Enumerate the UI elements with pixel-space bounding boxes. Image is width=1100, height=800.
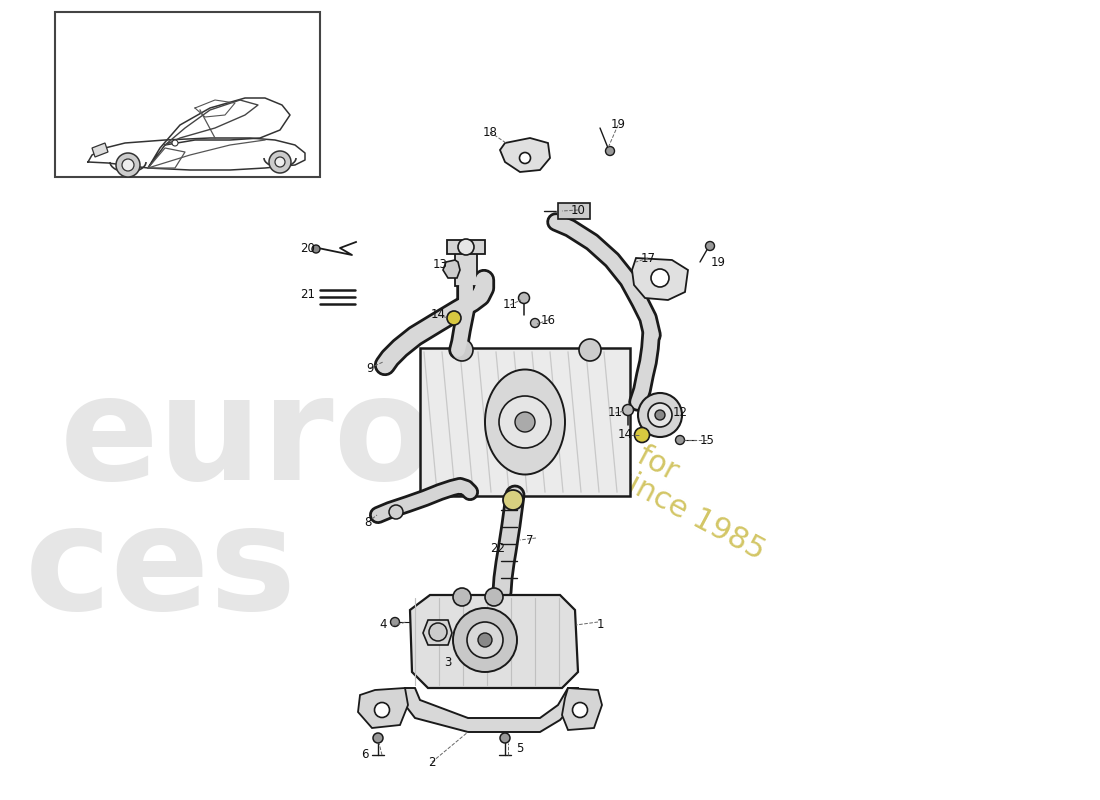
Circle shape bbox=[374, 702, 389, 718]
Circle shape bbox=[654, 410, 666, 420]
Circle shape bbox=[605, 146, 615, 155]
Circle shape bbox=[623, 405, 634, 415]
Text: 5: 5 bbox=[516, 742, 524, 754]
Bar bbox=[558, 203, 590, 219]
Circle shape bbox=[635, 427, 649, 442]
Text: parts since 1985: parts since 1985 bbox=[530, 421, 769, 566]
Text: 17: 17 bbox=[640, 251, 656, 265]
Text: 7: 7 bbox=[526, 534, 534, 546]
Text: 16: 16 bbox=[540, 314, 556, 326]
Circle shape bbox=[519, 153, 530, 163]
Circle shape bbox=[638, 393, 682, 437]
Bar bbox=[55, 12, 320, 177]
Circle shape bbox=[447, 311, 461, 325]
Bar bbox=[447, 240, 485, 254]
Polygon shape bbox=[92, 143, 108, 157]
Polygon shape bbox=[562, 688, 602, 730]
Circle shape bbox=[116, 153, 140, 177]
Bar bbox=[455, 248, 477, 286]
Text: 10: 10 bbox=[571, 203, 585, 217]
Polygon shape bbox=[358, 688, 408, 728]
Text: 15: 15 bbox=[700, 434, 714, 446]
Ellipse shape bbox=[485, 370, 565, 474]
Polygon shape bbox=[500, 138, 550, 172]
Circle shape bbox=[458, 239, 474, 255]
Text: 18: 18 bbox=[483, 126, 497, 138]
Text: 19: 19 bbox=[610, 118, 626, 131]
Circle shape bbox=[122, 159, 134, 171]
Circle shape bbox=[499, 396, 551, 448]
Text: 1: 1 bbox=[596, 618, 604, 631]
Polygon shape bbox=[410, 595, 578, 688]
Circle shape bbox=[675, 435, 684, 445]
Circle shape bbox=[451, 339, 473, 361]
Circle shape bbox=[478, 633, 492, 647]
Circle shape bbox=[429, 623, 447, 641]
Text: euro: euro bbox=[60, 370, 434, 510]
Circle shape bbox=[579, 339, 601, 361]
Circle shape bbox=[651, 269, 669, 287]
Text: 9: 9 bbox=[366, 362, 374, 374]
Circle shape bbox=[518, 293, 529, 303]
Circle shape bbox=[648, 403, 672, 427]
Text: 12: 12 bbox=[672, 406, 688, 419]
Text: 21: 21 bbox=[300, 289, 316, 302]
Text: 3: 3 bbox=[444, 655, 452, 669]
Text: 6: 6 bbox=[361, 749, 368, 762]
Polygon shape bbox=[443, 260, 460, 278]
Text: 11: 11 bbox=[503, 298, 517, 311]
Text: 8: 8 bbox=[364, 515, 372, 529]
Circle shape bbox=[468, 622, 503, 658]
Polygon shape bbox=[632, 258, 688, 300]
Circle shape bbox=[389, 505, 403, 519]
Text: 11: 11 bbox=[607, 406, 623, 419]
Text: 19: 19 bbox=[711, 255, 726, 269]
Circle shape bbox=[485, 588, 503, 606]
Text: 14: 14 bbox=[430, 309, 446, 322]
Circle shape bbox=[515, 412, 535, 432]
Circle shape bbox=[312, 245, 320, 253]
Circle shape bbox=[572, 702, 587, 718]
Text: ces: ces bbox=[25, 499, 297, 641]
Polygon shape bbox=[405, 688, 578, 732]
Circle shape bbox=[453, 588, 471, 606]
Circle shape bbox=[705, 242, 715, 250]
Text: a passion for: a passion for bbox=[496, 368, 683, 486]
Circle shape bbox=[530, 318, 539, 327]
Circle shape bbox=[500, 733, 510, 743]
Circle shape bbox=[503, 490, 522, 510]
Text: 13: 13 bbox=[432, 258, 448, 271]
Bar bbox=[420, 348, 630, 496]
Circle shape bbox=[275, 157, 285, 167]
Circle shape bbox=[453, 608, 517, 672]
Circle shape bbox=[270, 151, 292, 173]
Circle shape bbox=[390, 618, 399, 626]
Text: 4: 4 bbox=[379, 618, 387, 631]
Circle shape bbox=[373, 733, 383, 743]
Text: 20: 20 bbox=[300, 242, 316, 254]
Text: 2: 2 bbox=[428, 755, 436, 769]
Polygon shape bbox=[424, 620, 452, 645]
Text: 14: 14 bbox=[617, 429, 632, 442]
Circle shape bbox=[172, 140, 178, 146]
Text: 22: 22 bbox=[491, 542, 506, 554]
